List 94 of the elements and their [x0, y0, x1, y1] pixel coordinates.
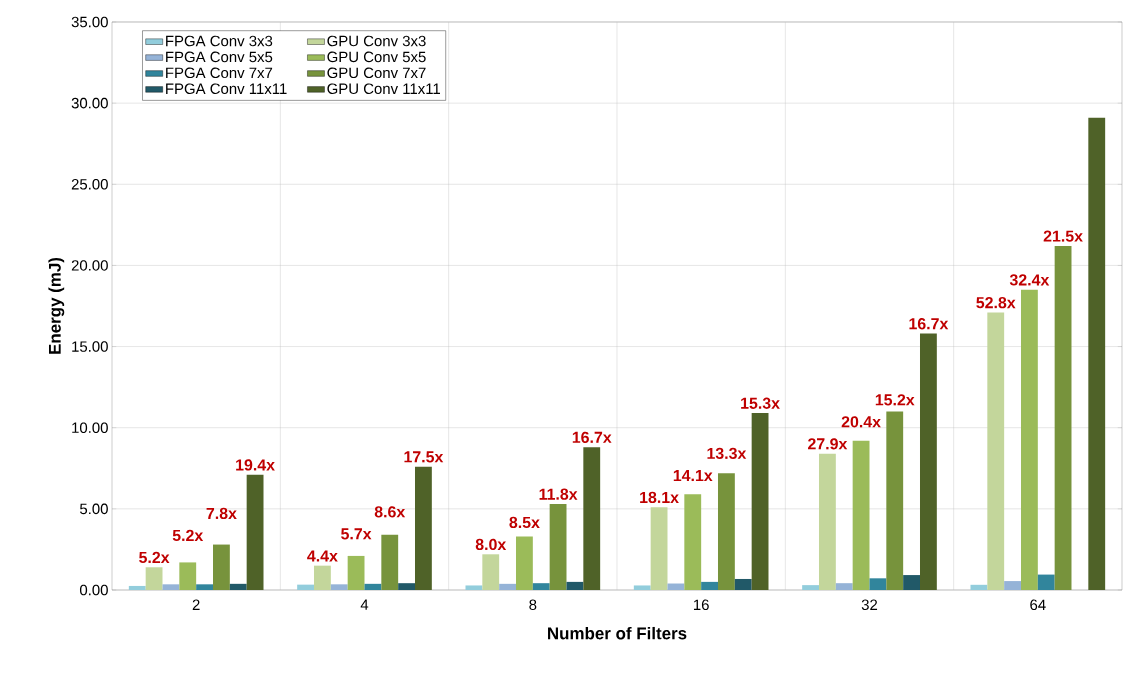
bar [398, 583, 415, 590]
y-tick-label: 0.00 [79, 584, 108, 596]
y-tick-label: 35.00 [71, 16, 108, 28]
bar [128, 585, 146, 590]
legend-label: GPU Conv 3x3 [327, 35, 426, 47]
bar [1054, 245, 1072, 590]
annotation: 27.9x [808, 438, 848, 450]
bar [919, 333, 937, 590]
legend-label: FPGA Conv 7x7 [166, 67, 273, 79]
x-tick-label: 32 [861, 599, 878, 611]
bar [566, 581, 584, 590]
bar [516, 536, 533, 590]
bar [381, 534, 399, 590]
bar [297, 584, 314, 590]
bar [549, 503, 567, 590]
y-tick-label: 25.00 [71, 178, 108, 190]
annotation: 21.5x [1043, 230, 1083, 242]
bar [1020, 289, 1038, 590]
bar [650, 507, 668, 590]
annotation: 4.4x [307, 550, 338, 562]
annotation: 32.4x [1009, 274, 1050, 286]
legend-label: GPU Conv 11x11 [327, 83, 440, 95]
annotation: 19.4x [236, 459, 275, 471]
annotation: 5.2x [172, 529, 204, 542]
annotation: 20.4x [841, 416, 881, 428]
bar [330, 584, 348, 590]
bar [684, 494, 702, 590]
bar [347, 555, 365, 590]
bar [869, 578, 887, 590]
legend-label: GPU Conv 7x7 [327, 67, 426, 79]
annotation: 11.8x [539, 488, 578, 500]
legend-label: FPGA Conv 11x11 [166, 83, 287, 95]
annotation: 14.1x [673, 470, 713, 482]
bar [1088, 117, 1106, 590]
bar [314, 565, 331, 590]
bar [667, 583, 685, 590]
bar [751, 413, 769, 590]
x-tick-label: 4 [360, 599, 369, 610]
bar [717, 473, 735, 590]
bar [1037, 574, 1055, 590]
annotation: 16.7x [909, 318, 949, 330]
bar [196, 584, 213, 590]
bar [852, 440, 870, 590]
bar [886, 411, 904, 590]
bar [835, 583, 853, 590]
x-tick-label: 64 [1030, 599, 1046, 611]
annotation: 15.3x [741, 397, 780, 409]
y-tick-label: 5.00 [79, 503, 108, 515]
bar [179, 562, 197, 590]
annotation: 13.3x [707, 447, 747, 460]
bar [1004, 581, 1021, 590]
annotation: 5.7x [341, 528, 372, 540]
bar [970, 584, 988, 590]
annotation: 8.5x [509, 516, 540, 529]
bar [465, 585, 483, 590]
bar [162, 584, 180, 590]
bar [364, 583, 382, 590]
bar [802, 585, 819, 590]
bar [415, 466, 432, 590]
bar [482, 554, 500, 590]
bar [145, 567, 163, 590]
x-tick-label: 2 [192, 599, 200, 610]
annotation: 16.7x [572, 431, 612, 443]
annotation: 8.6x [374, 506, 406, 518]
y-axis-title: Energy (mJ) [48, 257, 65, 354]
legend-label: FPGA Conv 5x5 [166, 51, 273, 63]
x-tick-label: 16 [693, 599, 709, 611]
bar [633, 585, 651, 590]
y-tick-label: 20.00 [71, 260, 108, 271]
bar [499, 583, 516, 590]
annotation: 8.0x [475, 538, 507, 551]
bar [734, 578, 752, 590]
annotation: 15.2x [875, 394, 915, 406]
y-tick-label: 10.00 [72, 422, 108, 433]
bar [532, 583, 550, 590]
bar [987, 312, 1005, 590]
bar [246, 474, 264, 590]
annotation: 17.5x [404, 451, 444, 463]
x-axis-title: Number of Filters [548, 626, 687, 640]
annotation: 5.2x [139, 551, 170, 564]
bar [213, 544, 230, 590]
annotation: 18.1x [640, 491, 679, 504]
x-tick-label: 8 [529, 599, 537, 611]
bar [903, 575, 920, 590]
bar [818, 453, 836, 590]
bar [701, 581, 718, 590]
legend-label: FPGA Conv 3x3 [166, 35, 273, 47]
y-tick-label: 15.00 [72, 341, 108, 352]
bar [229, 583, 247, 590]
bar [583, 447, 601, 590]
y-tick-label: 30.00 [71, 97, 108, 109]
annotation: 52.8x [976, 297, 1016, 309]
annotation: 7.8x [206, 507, 237, 520]
legend-label: GPU Conv 5x5 [327, 51, 426, 63]
